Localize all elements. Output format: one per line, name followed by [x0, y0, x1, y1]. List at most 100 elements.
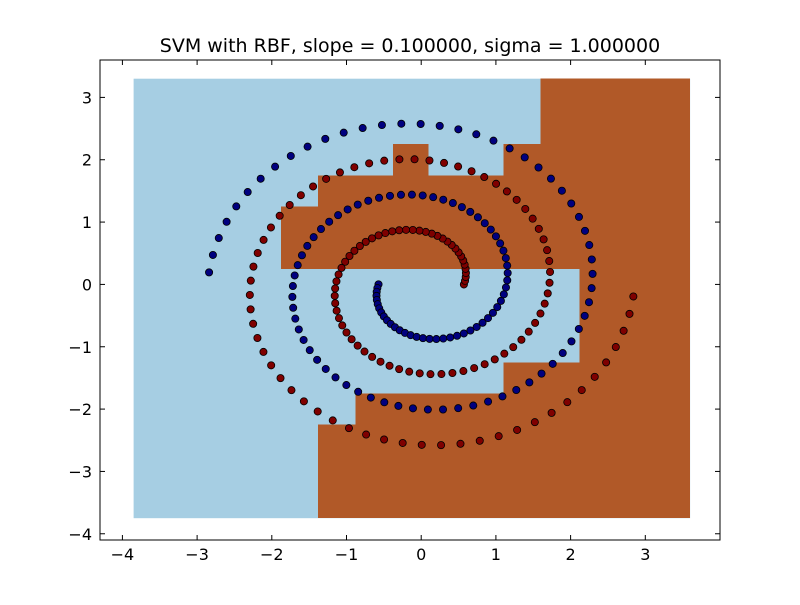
data-point-class-0	[232, 202, 241, 211]
data-point-class-1	[410, 155, 419, 164]
data-point-class-1	[365, 159, 374, 168]
data-point-class-0	[488, 308, 497, 317]
data-point-class-1	[355, 242, 364, 251]
data-point-class-1	[331, 299, 340, 308]
y-tick-label: −4	[68, 525, 92, 544]
data-point-class-0	[520, 153, 529, 162]
y-tick-label: 3	[82, 88, 92, 107]
data-point-class-0	[587, 255, 596, 264]
data-point-class-1	[467, 167, 476, 176]
data-point-class-1	[267, 361, 276, 370]
data-point-class-1	[421, 227, 430, 236]
data-point-class-1	[539, 235, 548, 244]
data-point-class-1	[437, 441, 446, 450]
data-point-class-1	[534, 224, 543, 233]
data-point-class-0	[588, 269, 597, 278]
data-point-class-0	[325, 217, 334, 226]
region-class-1-rect	[503, 144, 691, 176]
data-point-class-0	[303, 142, 312, 151]
y-tick-label: 2	[82, 151, 92, 170]
x-tick-label: −2	[260, 545, 284, 564]
data-point-class-0	[334, 211, 343, 220]
data-point-class-1	[524, 327, 533, 336]
data-point-class-1	[528, 214, 537, 223]
data-point-class-1	[480, 360, 489, 369]
data-point-class-0	[243, 188, 252, 197]
data-point-class-1	[492, 179, 501, 188]
data-point-class-1	[275, 211, 284, 220]
data-point-class-0	[472, 130, 481, 139]
data-point-class-0	[407, 190, 416, 199]
data-point-class-0	[377, 121, 386, 130]
data-point-class-0	[457, 203, 466, 212]
data-point-class-0	[303, 241, 312, 250]
data-point-class-1	[347, 335, 356, 344]
data-point-class-0	[498, 392, 507, 401]
y-tick-label: −2	[68, 400, 92, 419]
region-class-1-rect	[318, 424, 691, 519]
x-tick-label: −4	[111, 545, 135, 564]
data-point-class-1	[344, 424, 353, 433]
data-point-class-0	[380, 398, 389, 407]
data-point-class-1	[334, 314, 343, 323]
x-tick-label: 1	[491, 545, 501, 564]
data-point-class-1	[454, 162, 463, 171]
data-point-class-1	[309, 182, 318, 191]
data-point-class-1	[322, 174, 331, 183]
data-point-class-1	[475, 436, 484, 445]
axis-ticks: −4 −3 −2 −1 0 1 2 3 3 2 1 0 −1 −2 −3 −4	[68, 60, 720, 564]
data-point-class-1	[602, 358, 611, 367]
data-point-class-0	[343, 205, 352, 214]
data-point-class-0	[585, 241, 594, 250]
data-point-class-0	[321, 364, 330, 373]
data-point-class-0	[499, 290, 508, 299]
data-point-class-1	[494, 432, 503, 441]
data-point-class-0	[418, 191, 427, 200]
data-point-class-0	[418, 334, 427, 343]
data-point-class-1	[380, 156, 389, 165]
data-points	[205, 119, 638, 450]
data-point-class-0	[313, 355, 322, 364]
data-point-class-0	[321, 134, 330, 143]
data-point-class-0	[288, 292, 297, 301]
data-point-class-0	[493, 303, 502, 312]
data-point-class-0	[484, 397, 493, 406]
data-point-class-0	[546, 174, 555, 183]
data-point-class-0	[432, 335, 441, 344]
data-point-class-0	[358, 124, 367, 133]
data-point-class-0	[505, 144, 514, 153]
data-point-class-0	[297, 251, 306, 260]
data-point-class-1	[490, 355, 499, 364]
data-point-class-0	[354, 387, 363, 396]
data-point-class-0	[394, 401, 403, 410]
data-point-class-0	[496, 296, 505, 305]
data-point-class-1	[287, 386, 296, 395]
data-point-class-1	[374, 231, 383, 240]
data-point-class-0	[503, 269, 512, 278]
data-point-class-0	[453, 331, 462, 340]
data-point-class-0	[439, 405, 448, 414]
data-point-class-1	[531, 318, 540, 327]
y-tick-label: 0	[82, 275, 92, 294]
data-point-class-1	[334, 270, 343, 279]
decision-regions	[133, 78, 691, 519]
data-point-class-1	[417, 440, 426, 449]
data-point-class-0	[290, 271, 299, 280]
data-point-class-0	[567, 337, 576, 346]
data-point-class-0	[525, 378, 534, 387]
data-point-class-0	[580, 311, 589, 320]
region-class-1-rect	[540, 78, 691, 145]
data-point-class-0	[587, 284, 596, 293]
data-point-class-1	[296, 191, 305, 200]
data-point-class-1	[335, 168, 344, 177]
data-point-class-1	[629, 292, 638, 301]
plot-frame	[99, 59, 721, 541]
data-point-class-0	[214, 234, 223, 243]
data-point-class-0	[472, 322, 481, 331]
data-point-class-0	[342, 381, 351, 390]
data-point-class-0	[353, 200, 362, 209]
data-point-class-0	[299, 335, 308, 344]
x-tick-label: −3	[185, 545, 209, 564]
region-class-1-rect	[355, 393, 691, 425]
data-point-class-0	[584, 298, 593, 307]
